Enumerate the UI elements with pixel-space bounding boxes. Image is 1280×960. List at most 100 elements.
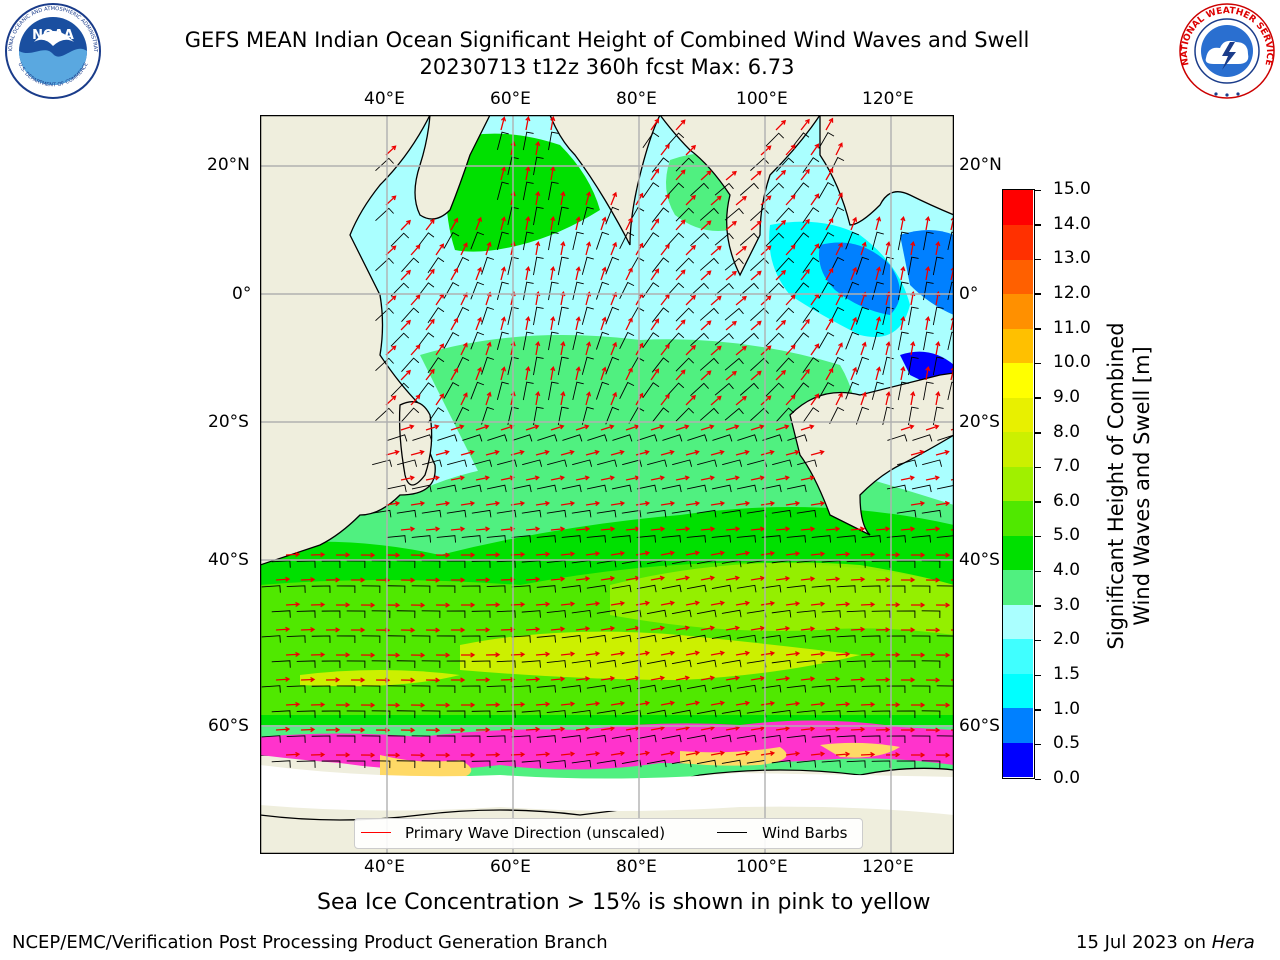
wind-barb — [572, 331, 584, 351]
wind-barb — [361, 735, 381, 744]
wave-direction-arrow — [585, 449, 600, 456]
wave-direction-arrow — [785, 651, 801, 657]
wave-direction-arrow — [460, 602, 476, 608]
wind-barb — [736, 684, 757, 693]
wave-direction-arrow — [550, 726, 566, 732]
wind-barb — [661, 484, 682, 493]
wind-barb — [511, 535, 532, 543]
wave-direction-arrow — [575, 316, 581, 331]
wave-direction-arrow — [910, 449, 925, 456]
colorbar-tick-mark — [1035, 674, 1041, 677]
wind-barb — [642, 382, 660, 399]
wave-direction-arrow — [750, 625, 766, 631]
wind-barb — [836, 635, 856, 643]
wind-barb — [845, 381, 860, 400]
wave-direction-arrow — [400, 219, 411, 231]
wind-barb — [416, 382, 435, 398]
wave-direction-arrow — [925, 677, 941, 683]
wave-direction-arrow — [775, 576, 791, 582]
wave-direction-arrow — [500, 576, 516, 583]
wave-direction-arrow — [450, 267, 459, 281]
wave-direction-arrow — [325, 577, 341, 583]
wave-direction-arrow — [675, 319, 686, 331]
wind-barb — [571, 509, 592, 518]
wave-direction-arrow — [535, 340, 541, 356]
wind-barb — [471, 560, 491, 568]
wind-barb — [897, 331, 909, 351]
noaa-logo: NOAA NATIONAL OCEANIC AND ATMOSPHERIC AD… — [4, 2, 101, 99]
wave-direction-arrow — [875, 316, 882, 331]
wave-direction-arrow — [885, 241, 891, 256]
wind-barb — [802, 407, 820, 424]
wind-barb — [871, 560, 891, 568]
wind-barb — [548, 331, 559, 351]
wave-direction-arrow — [400, 577, 416, 583]
wind-barb — [611, 535, 632, 543]
wave-direction-arrow — [825, 317, 834, 331]
wind-barb — [750, 357, 769, 371]
wave-direction-arrow — [935, 390, 941, 406]
colorbar-tick-mark — [1035, 466, 1041, 469]
wind-barb — [443, 231, 460, 249]
wind-barb — [714, 332, 734, 346]
colorbar-label-line1: Significant Height of Combined — [1104, 322, 1128, 650]
wind-barb — [496, 560, 516, 568]
wave-direction-arrow — [810, 601, 826, 607]
lon-label-bottom-80e: 80°E — [616, 857, 657, 877]
wave-direction-arrow — [775, 319, 787, 331]
wave-direction-arrow — [385, 449, 400, 456]
wind-barb — [507, 206, 519, 226]
wind-barb — [321, 610, 341, 618]
wind-barb — [336, 735, 356, 744]
wave-direction-arrow — [735, 750, 751, 756]
wind-barb — [662, 434, 683, 442]
wave-direction-arrow — [575, 526, 591, 532]
wave-direction-arrow — [935, 602, 951, 608]
wave-direction-arrow — [875, 216, 882, 231]
wind-barb — [605, 356, 620, 375]
wind-barb — [421, 660, 441, 669]
wind-barb — [461, 685, 481, 693]
wind-barb — [736, 484, 757, 493]
wind-barb — [371, 710, 391, 719]
wind-barb — [776, 157, 795, 172]
wave-direction-arrow — [535, 390, 541, 406]
wave-direction-arrow — [550, 526, 566, 532]
wave-direction-arrow — [485, 449, 500, 456]
wind-barb — [396, 610, 416, 619]
wind-barb — [836, 735, 856, 743]
wave-direction-arrow — [725, 170, 737, 181]
wave-direction-arrow — [935, 702, 951, 708]
wave-direction-arrow — [460, 652, 476, 658]
wind-legend-line — [717, 832, 747, 833]
wave-direction-arrow — [910, 652, 926, 658]
wind-barb — [786, 585, 807, 593]
wave-direction-arrow — [435, 602, 451, 608]
wave-direction-arrow — [475, 475, 490, 481]
wind-barb — [736, 734, 757, 743]
wave-direction-arrow — [735, 295, 747, 306]
wind-barb — [386, 735, 406, 744]
wave-direction-arrow — [875, 266, 882, 281]
wave-direction-arrow — [535, 701, 551, 707]
wave-direction-arrow — [710, 550, 726, 556]
wave-direction-arrow — [775, 726, 791, 732]
wind-barb — [671, 609, 692, 618]
wave-direction-arrow — [675, 169, 686, 181]
wave-direction-arrow — [560, 340, 566, 356]
wave-direction-arrow — [610, 449, 625, 456]
wind-barb — [461, 484, 482, 493]
wave-direction-arrow — [750, 675, 766, 681]
wind-barb — [537, 434, 558, 442]
wind-barb — [750, 407, 769, 421]
wind-barb — [750, 307, 769, 321]
wave-direction-arrow — [735, 700, 751, 706]
wind-barb — [427, 357, 445, 374]
wind-barb — [636, 535, 657, 543]
wind-barb — [908, 306, 919, 326]
wind-barbs — [261, 131, 954, 769]
wind-barb — [811, 685, 831, 693]
wind-barb — [886, 585, 906, 593]
wave-direction-arrow — [885, 552, 901, 558]
wave-direction-arrow — [935, 652, 951, 658]
